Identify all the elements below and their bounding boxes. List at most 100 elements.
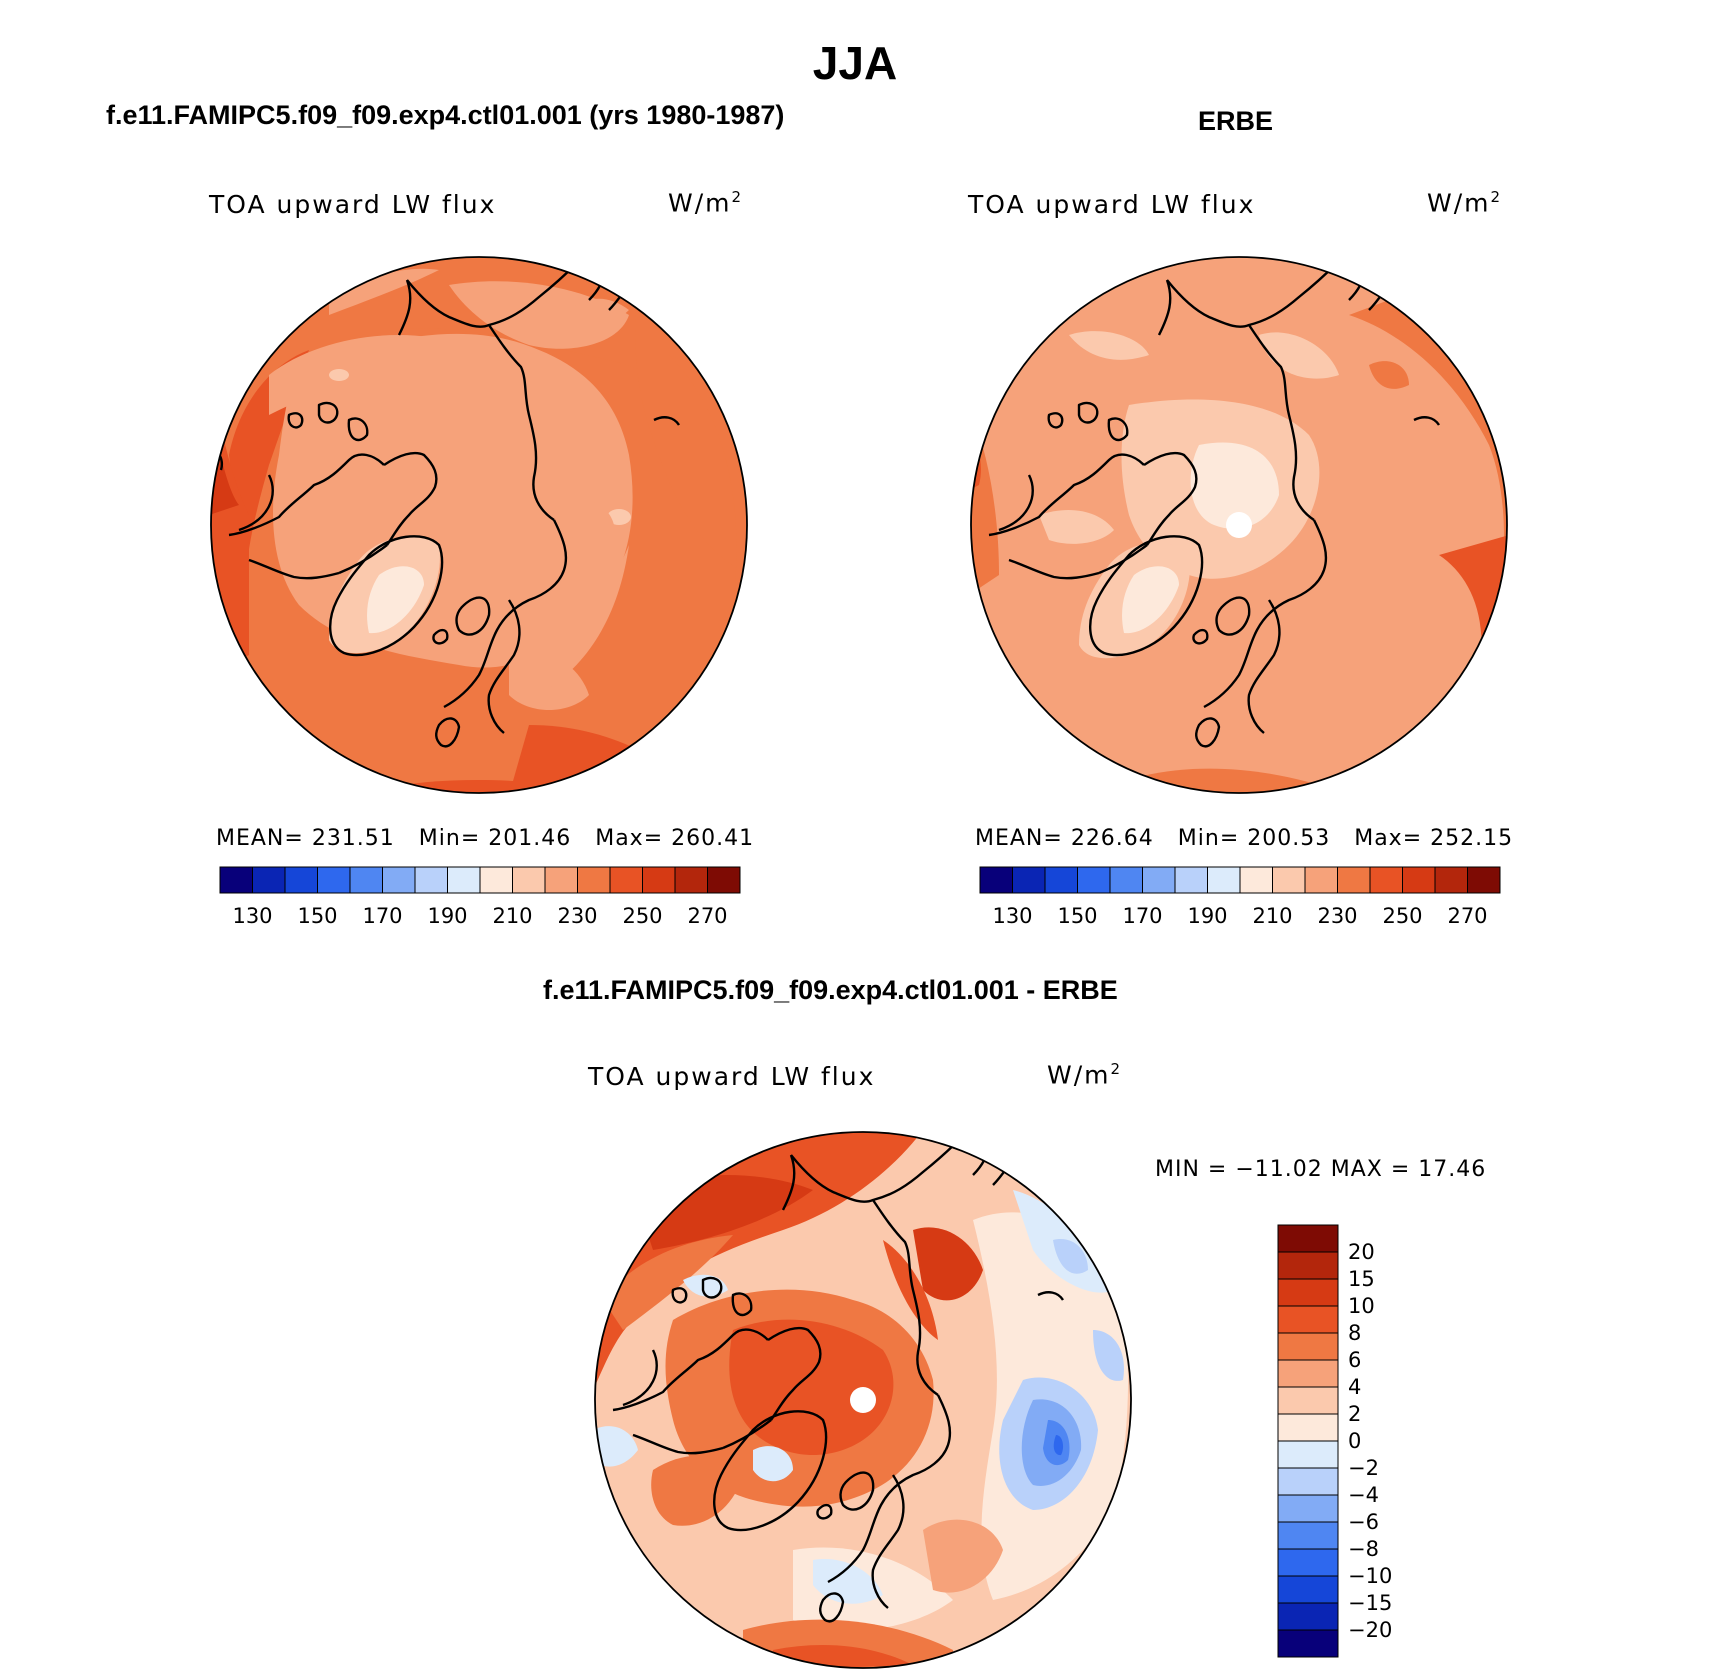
diff-colorbar-swatch <box>1277 1467 1339 1496</box>
obs-colorbar-swatch <box>1304 866 1338 894</box>
pole-hole-marker <box>1226 512 1252 538</box>
diff-colorbar-tick-label: −2 <box>1348 1456 1379 1480</box>
obs-colorbar-swatch <box>1174 866 1208 894</box>
model-colorbar-swatch <box>479 866 513 894</box>
obs-colorbar-tick-label: 230 <box>1317 904 1357 928</box>
diff-colorbar-swatch <box>1277 1359 1339 1388</box>
diff-colorbar-tick-label: 6 <box>1348 1348 1361 1372</box>
obs-colorbar-swatch <box>1402 866 1436 894</box>
model-max: Max= 260.41 <box>595 826 755 851</box>
diff-colorbar-tick-label: 10 <box>1348 1294 1375 1318</box>
diff-colorbar-swatch <box>1277 1494 1339 1523</box>
diff-colorbar-tick-label: 15 <box>1348 1267 1375 1291</box>
diff-colorbar-swatch <box>1277 1251 1339 1280</box>
diff-colorbar-tick-label: 20 <box>1348 1240 1375 1264</box>
model-colorbar-swatch <box>317 866 351 894</box>
diff-colorbar-swatch <box>1277 1413 1339 1442</box>
diff-colorbar-swatch <box>1277 1305 1339 1334</box>
obs-stats: MEAN= 226.64 Min= 200.53 Max= 252.15 <box>975 826 1513 851</box>
obs-colorbar-swatch <box>1434 866 1468 894</box>
diff-colorbar-tick-label: −4 <box>1348 1483 1379 1507</box>
diff-units-label: W/m2 <box>1047 1060 1123 1090</box>
diff-colorbar-swatch <box>1277 1602 1339 1631</box>
diff-variable-label: TOA upward LW flux <box>588 1062 876 1091</box>
obs-colorbar-tick-label: 270 <box>1447 904 1487 928</box>
obs-polar-map <box>970 256 1508 794</box>
model-colorbar-swatch <box>414 866 448 894</box>
obs-colorbar-tick-label: 150 <box>1057 904 1097 928</box>
model-colorbar-swatch <box>642 866 676 894</box>
model-colorbar-tick-label: 190 <box>427 904 467 928</box>
model-colorbar-swatch <box>349 866 383 894</box>
obs-colorbar-swatch <box>1077 866 1111 894</box>
obs-colorbar-swatch <box>979 866 1013 894</box>
obs-colorbar-swatch <box>1012 866 1046 894</box>
diff-colorbar-tick-label: 0 <box>1348 1429 1361 1453</box>
diff-colorbar-tick-label: −20 <box>1348 1618 1392 1642</box>
diff-colorbar-swatch <box>1277 1629 1339 1658</box>
obs-colorbar-tick-label: 130 <box>992 904 1032 928</box>
model-colorbar-swatch <box>284 866 318 894</box>
obs-min: Min= 200.53 <box>1177 826 1331 851</box>
obs-colorbar-tick-label: 210 <box>1252 904 1292 928</box>
diff-polar-map <box>594 1131 1132 1669</box>
obs-colorbar-tick-label: 190 <box>1187 904 1227 928</box>
obs-colorbar-swatch <box>1239 866 1273 894</box>
diff-panel-title: f.e11.FAMIPC5.f09_f09.exp4.ctl01.001 - E… <box>543 975 1118 1005</box>
diff-colorbar-swatch <box>1277 1278 1339 1307</box>
model-colorbar-swatch <box>252 866 286 894</box>
obs-variable-label: TOA upward LW flux <box>968 190 1256 219</box>
model-colorbar-swatch <box>609 866 643 894</box>
obs-units-label: W/m2 <box>1427 188 1503 218</box>
model-polar-map <box>210 256 748 794</box>
diff-colorbar-swatch <box>1277 1521 1339 1550</box>
obs-colorbar-tick-label: 170 <box>1122 904 1162 928</box>
model-colorbar-swatch <box>577 866 611 894</box>
model-colorbar-tick-label: 170 <box>362 904 402 928</box>
obs-max: Max= 252.15 <box>1354 826 1514 851</box>
model-colorbar-swatch <box>219 866 253 894</box>
model-stats: MEAN= 231.51 Min= 201.46 Max= 260.41 <box>216 826 754 851</box>
diff-colorbar-tick-label: 2 <box>1348 1402 1361 1426</box>
model-colorbar-swatch <box>447 866 481 894</box>
model-colorbar-swatch <box>674 866 708 894</box>
model-units-label: W/m2 <box>668 188 744 218</box>
diff-colorbar-tick-label: −6 <box>1348 1510 1379 1534</box>
obs-colorbar: 130 150 170 190 210 230 250 270 <box>979 866 1501 928</box>
diff-colorbar-tick-label: −10 <box>1348 1564 1392 1588</box>
model-colorbar-swatch <box>544 866 578 894</box>
obs-mean: MEAN= 226.64 <box>975 826 1154 851</box>
diff-colorbar-tick-label: 4 <box>1348 1375 1361 1399</box>
diff-colorbar-swatch <box>1277 1332 1339 1361</box>
main-title: JJA <box>812 37 898 89</box>
obs-colorbar-swatch <box>1142 866 1176 894</box>
obs-colorbar-swatch <box>1337 866 1371 894</box>
model-colorbar: 130 150 170 190 210 230 250 270 <box>219 866 741 928</box>
model-panel-title: f.e11.FAMIPC5.f09_f09.exp4.ctl01.001 (yr… <box>106 100 785 130</box>
diff-colorbar-swatch <box>1277 1575 1339 1604</box>
model-colorbar-swatch <box>512 866 546 894</box>
diff-colorbar-swatch <box>1277 1224 1339 1253</box>
model-colorbar-tick-label: 230 <box>557 904 597 928</box>
obs-colorbar-swatch <box>1369 866 1403 894</box>
obs-colorbar-swatch <box>1207 866 1241 894</box>
obs-panel-title: ERBE <box>1198 106 1274 136</box>
diff-minmax: MIN = −11.02 MAX = 17.46 <box>1155 1157 1487 1182</box>
obs-colorbar-tick-label: 250 <box>1382 904 1422 928</box>
diff-colorbar-swatch <box>1277 1440 1339 1469</box>
model-min: Min= 201.46 <box>418 826 572 851</box>
pole-hole-marker <box>850 1387 876 1413</box>
model-colorbar-tick-label: 210 <box>492 904 532 928</box>
diff-colorbar-tick-label: −15 <box>1348 1591 1392 1615</box>
model-colorbar-swatch <box>382 866 416 894</box>
model-colorbar-swatch <box>707 866 741 894</box>
model-colorbar-tick-label: 270 <box>687 904 727 928</box>
diff-colorbar-swatch <box>1277 1386 1339 1415</box>
diff-colorbar-tick-label: −8 <box>1348 1537 1379 1561</box>
model-colorbar-tick-label: 250 <box>622 904 662 928</box>
model-colorbar-tick-label: 130 <box>232 904 272 928</box>
obs-colorbar-swatch <box>1467 866 1501 894</box>
obs-colorbar-swatch <box>1109 866 1143 894</box>
model-variable-label: TOA upward LW flux <box>209 190 497 219</box>
